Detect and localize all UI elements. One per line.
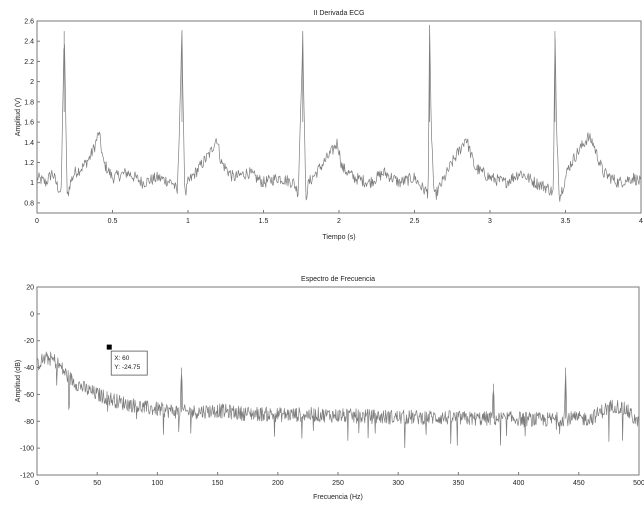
y-tick-label: 1.4 [24, 140, 34, 147]
series-line [36, 24, 642, 202]
y-tick-label: 1.2 [24, 160, 34, 167]
y-tick-label: -20 [24, 338, 34, 345]
x-tick-label: 100 [152, 480, 164, 487]
x-tick-label: 3 [488, 218, 492, 225]
y-axis-label: Amplitud (V) [15, 98, 22, 137]
x-axis-label: Frecuencia (Hz) [313, 494, 363, 501]
datatip-box[interactable] [110, 350, 148, 376]
y-tick-label: -100 [20, 446, 34, 453]
y-tick-label: 1.6 [24, 120, 34, 127]
x-tick-label: 0 [35, 480, 39, 487]
y-tick-label: 2.6 [24, 19, 34, 26]
x-tick-label: 1 [186, 218, 190, 225]
chart-title: II Derivada ECG [314, 10, 365, 17]
x-tick-label: 0 [35, 218, 39, 225]
datatip-text: X: 60 [114, 355, 130, 362]
x-tick-label: 150 [212, 480, 224, 487]
y-tick-label: -40 [24, 365, 34, 372]
x-tick-label: 500 [633, 480, 644, 487]
x-tick-label: 3.5 [561, 218, 571, 225]
x-tick-label: 350 [453, 480, 465, 487]
y-tick-label: 2 [30, 79, 34, 86]
x-tick-label: 50 [93, 480, 101, 487]
chart-title: Espectro de Frecuencia [301, 276, 375, 283]
x-tick-label: 300 [392, 480, 404, 487]
y-tick-label: 1 [30, 180, 34, 187]
x-tick-label: 450 [573, 480, 585, 487]
plot-area [36, 286, 640, 476]
x-tick-label: 4 [639, 218, 643, 225]
x-tick-label: 250 [332, 480, 344, 487]
datatip-marker[interactable] [106, 344, 112, 350]
x-tick-label: 400 [513, 480, 525, 487]
x-tick-label: 2.5 [410, 218, 420, 225]
chart-1: II Derivada ECG 0 0.5 1 1.5 2 2.5 3 3.5 4 0.8 1 1.2 1… [15, 10, 643, 241]
y-tick-label: 0.8 [24, 200, 34, 207]
x-tick-label: 0.5 [108, 218, 118, 225]
x-axis-label: Tiempo (s) [322, 234, 355, 241]
y-tick-label: 1.8 [24, 99, 34, 106]
series-line [36, 351, 640, 449]
datatip-text: Y: -24.75 [114, 364, 140, 371]
y-axis-label: Amplitud (dB) [15, 360, 22, 402]
y-tick-label: 2.4 [24, 39, 34, 46]
y-tick-label: -80 [24, 419, 34, 426]
y-tick-label: 0 [30, 311, 34, 318]
x-tick-label: 1.5 [259, 218, 269, 225]
plot-area [36, 20, 642, 214]
x-tick-label: 2 [337, 218, 341, 225]
y-tick-label: -60 [24, 392, 34, 399]
y-tick-label: -120 [20, 473, 34, 480]
y-tick-label: 20 [26, 285, 34, 292]
x-tick-label: 200 [272, 480, 284, 487]
y-tick-label: 2.2 [24, 59, 34, 66]
